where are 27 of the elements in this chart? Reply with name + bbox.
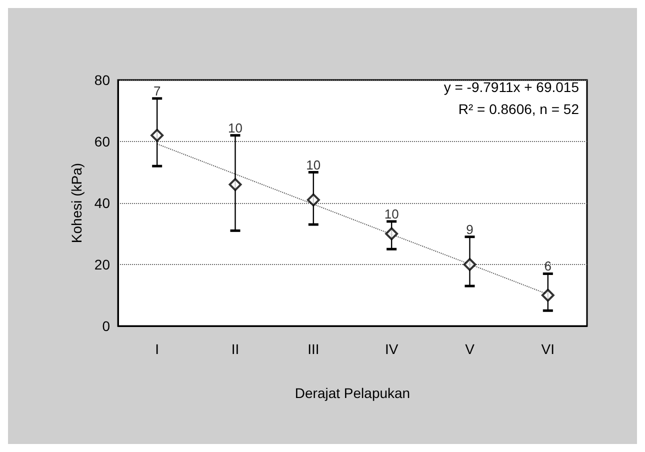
annotation: 10 (306, 157, 321, 172)
x-tick-label: V (465, 341, 476, 357)
x-axis-title: Derajat Pelapukan (294, 385, 410, 401)
y-tick-label: 40 (94, 195, 110, 211)
point (228, 178, 242, 192)
y-tick-label: 60 (94, 134, 110, 150)
y-tick-label: 0 (102, 318, 110, 334)
point (306, 193, 320, 206)
annotation: y = -9.7911x + 69.015 (444, 79, 580, 95)
annotation: R² = 0.8606, n = 52 (458, 101, 580, 117)
point (541, 288, 554, 302)
x-tick-label: IV (384, 341, 399, 357)
annotation: 9 (466, 222, 474, 237)
point (150, 128, 164, 142)
x-tick-label: VI (541, 341, 555, 357)
annotation: 6 (544, 258, 552, 274)
x-tick-label: I (155, 341, 160, 357)
x-tick-label: III (308, 341, 320, 357)
annotation: 10 (384, 206, 399, 222)
x-tick-label: II (231, 341, 240, 357)
point (385, 227, 398, 240)
point (463, 258, 476, 271)
y-tick-label: 20 (94, 256, 110, 272)
y-tick-label: 80 (94, 72, 110, 88)
annotation: 7 (153, 83, 161, 98)
annotation: 10 (228, 120, 242, 136)
y-axis-title: Kohesi (kPa) (68, 162, 85, 244)
